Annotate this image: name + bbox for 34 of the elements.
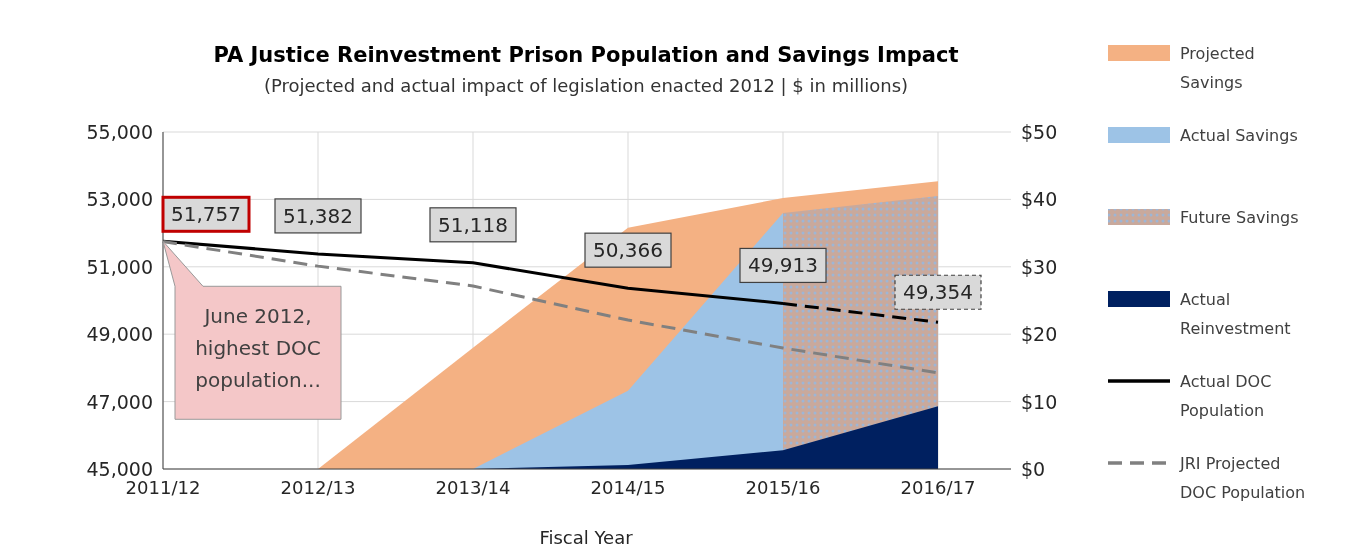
data-label: 49,354 xyxy=(903,280,973,305)
x-tick-label: 2013/14 xyxy=(435,477,511,498)
x-tick-label: 2015/16 xyxy=(745,477,821,498)
y2-tick-label: $0 xyxy=(1021,458,1046,480)
legend-label: JRI Projected DOC Population xyxy=(1179,454,1306,502)
y-tick-label: 53,000 xyxy=(86,188,153,211)
x-tick-label: 2012/13 xyxy=(280,477,356,498)
chart-title: PA Justice Reinvestment Prison Population and Savings Impact xyxy=(213,43,959,67)
data-label: 49,913 xyxy=(748,253,818,278)
legend-label: Actual Reinvestment xyxy=(1180,290,1291,338)
x-axis-title: Fiscal Year xyxy=(539,527,634,548)
legend-label: Actual DOC Population xyxy=(1180,372,1272,420)
data-label: 51,757 xyxy=(171,202,241,227)
y-tick-label: 55,000 xyxy=(86,121,153,143)
data-label: 51,118 xyxy=(438,212,508,237)
data-label: 51,382 xyxy=(283,203,353,228)
legend-label: Projected Savings xyxy=(1180,44,1255,92)
y2-tick-label: $40 xyxy=(1021,188,1058,211)
x-tick-label: 2011/12 xyxy=(125,477,201,498)
y2-tick-label: $10 xyxy=(1021,390,1058,413)
y-tick-label: 47,000 xyxy=(86,390,153,413)
chart-subtitle: (Projected and actual impact of legislation enacted 2012 | $ in millions) xyxy=(263,75,909,96)
legend-label: Future Savings xyxy=(1180,208,1299,227)
x-tick-label: 2014/15 xyxy=(590,477,666,498)
x-tick-label: 2016/17 xyxy=(900,477,976,498)
y2-tick-label: $30 xyxy=(1021,255,1058,278)
y2-tick-label: $50 xyxy=(1021,121,1058,143)
y-tick-label: 45,000 xyxy=(86,458,153,480)
data-label: 50,366 xyxy=(593,238,663,263)
y-tick-label: 49,000 xyxy=(86,323,153,346)
legend-label: Actual Savings xyxy=(1180,126,1298,145)
y2-tick-label: $20 xyxy=(1021,323,1058,346)
annotation: June 2012, highest DOC population... xyxy=(195,304,321,393)
y-tick-label: 51,000 xyxy=(86,255,153,278)
